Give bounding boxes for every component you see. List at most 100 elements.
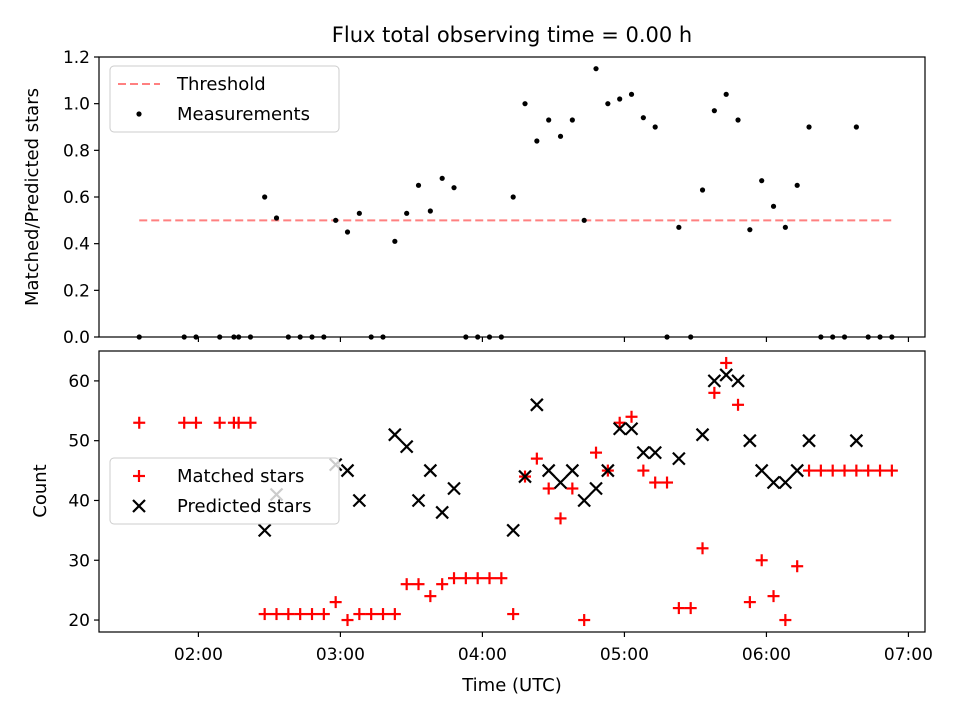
top-y-tick-label: 1.0 <box>63 95 90 115</box>
predicted-legend-label: Predicted stars <box>177 496 311 517</box>
measurement-point <box>723 91 729 97</box>
matched-star-point <box>850 464 863 477</box>
bottom-plot-area: 20 30 40 50 60 02:00 03:00 04:00 05:00 06:00 07:00 <box>68 350 933 665</box>
bottom-y-tick-label: 30 <box>68 551 90 571</box>
predicted-star-stroke <box>399 439 414 454</box>
predicted-star-stroke <box>518 469 532 484</box>
predicted-star-point <box>707 374 722 388</box>
measurement-point <box>439 175 445 181</box>
predicted-star-stroke <box>707 374 722 388</box>
predicted-star-stroke <box>802 433 816 448</box>
measurement-point <box>392 238 398 244</box>
measurement-point <box>356 210 362 216</box>
measurements-legend-label: Measurements <box>177 104 310 125</box>
matched-star-point <box>353 608 366 621</box>
measurement-point <box>415 182 422 188</box>
matched-star-point <box>329 596 342 609</box>
predicted-star-point <box>624 421 639 436</box>
x-tick-label: 05:00 <box>600 645 649 665</box>
matched-star-point <box>459 572 472 585</box>
measurement-point <box>581 217 587 223</box>
matched-star-point <box>424 590 437 603</box>
measurement-point <box>853 124 859 130</box>
matched-star-point <box>672 602 685 615</box>
predicted-star-stroke <box>624 421 639 436</box>
matched-star-point <box>720 356 733 369</box>
measurement-point <box>794 182 800 188</box>
predicted-star-stroke <box>447 481 461 496</box>
predicted-star-point <box>601 463 615 478</box>
predicted-star-point <box>553 475 568 490</box>
predicted-star-stroke <box>589 481 603 496</box>
measurement-point <box>759 178 765 184</box>
matched-star-point <box>282 608 295 621</box>
top-legend: Threshold Measurements <box>109 65 340 133</box>
predicted-star-stroke <box>849 433 864 448</box>
matched-star-point <box>448 572 461 585</box>
predicted-star-point <box>388 427 402 442</box>
predicted-star-point <box>612 421 627 436</box>
measurement-point <box>534 138 540 144</box>
measurement-point <box>735 117 741 123</box>
matched-star-point <box>862 464 875 477</box>
predicted-star-point <box>352 493 367 508</box>
predicted-star-point <box>589 481 603 496</box>
measurement-point <box>605 101 611 107</box>
matched-star-point <box>190 416 203 429</box>
predicted-star-point <box>577 493 591 508</box>
predicted-star-point <box>778 475 793 490</box>
predicted-star-stroke <box>790 463 804 478</box>
predicted-star-stroke <box>340 463 355 478</box>
predicted-star-stroke <box>695 427 710 442</box>
bottom-y-tick-label: 50 <box>68 432 90 452</box>
top-y-tick-label: 0.6 <box>63 188 90 208</box>
bottom-y-tick-label: 40 <box>68 491 90 511</box>
matched-star-point <box>696 542 709 555</box>
top-y-tick-label: 0.0 <box>63 328 90 348</box>
matched-star-point <box>244 416 257 429</box>
top-plot-area: 0.0 0.2 0.4 0.6 0.8 1.0 1.2 <box>63 48 926 348</box>
predicted-star-point <box>541 463 556 478</box>
predicted-star-point <box>743 433 757 448</box>
matched-star-point <box>874 464 887 477</box>
matched-star-point <box>213 416 226 429</box>
matched-star-point <box>365 608 378 621</box>
bottom-axes-frame <box>98 350 926 633</box>
predicted-star-stroke <box>506 523 520 538</box>
threshold-legend-label: Threshold <box>176 74 266 95</box>
x-tick-label: 06:00 <box>742 645 791 665</box>
matched-legend-label: Matched stars <box>177 466 304 487</box>
predicted-star-stroke <box>352 493 367 508</box>
predicted-star-point <box>672 451 686 466</box>
predicted-star-stroke <box>778 475 793 490</box>
matched-star-point <box>814 464 827 477</box>
predicted-star-stroke <box>612 421 627 436</box>
measurement-point <box>652 124 658 130</box>
x-tick-label: 04:00 <box>458 645 507 665</box>
matched-star-point <box>767 590 780 603</box>
measurement-point <box>628 91 635 97</box>
matched-star-point <box>388 608 401 621</box>
predicted-star-point <box>790 463 804 478</box>
predicted-star-point <box>719 368 733 382</box>
matched-star-point <box>566 482 579 495</box>
matched-star-point <box>400 578 413 591</box>
matched-star-point <box>436 578 449 591</box>
predicted-star-stroke <box>577 493 591 508</box>
predicted-star-point <box>731 374 745 388</box>
predicted-star-stroke <box>719 368 733 382</box>
predicted-star-point <box>648 445 662 460</box>
measurement-point <box>593 66 599 72</box>
measurement-point <box>770 203 777 209</box>
matched-star-point <box>495 572 508 585</box>
matched-star-point <box>661 476 674 489</box>
matched-star-point <box>885 464 898 477</box>
measurement-point <box>711 108 717 114</box>
matched-star-point <box>803 464 816 477</box>
predicted-star-point <box>802 433 816 448</box>
matched-star-point <box>530 452 543 465</box>
top-y-tick-label: 0.8 <box>63 141 90 161</box>
predicted-star-stroke <box>530 398 544 412</box>
predicted-star-point <box>766 475 781 490</box>
